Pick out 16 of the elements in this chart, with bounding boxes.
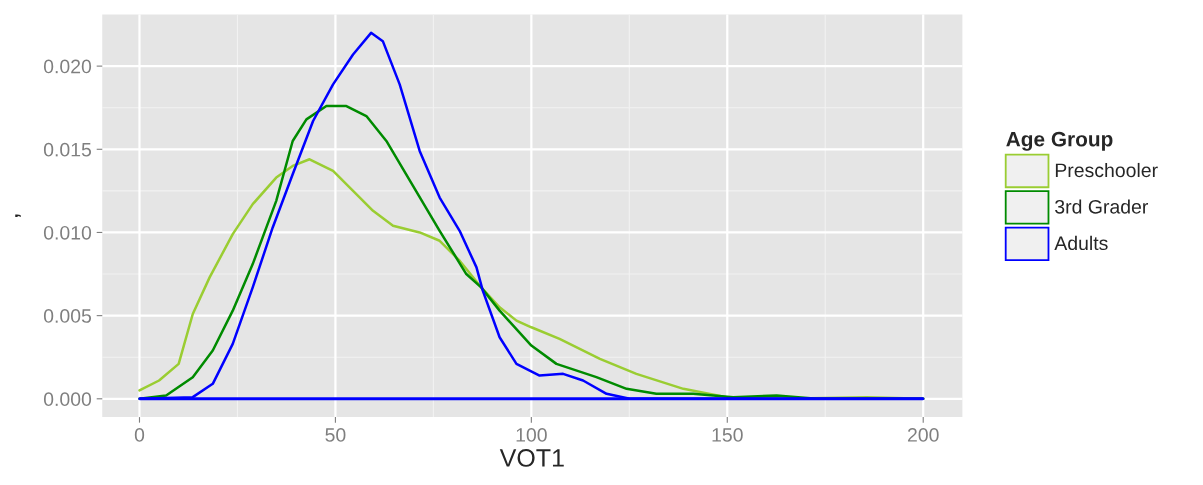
legend-label: 3rd Grader	[1055, 199, 1149, 214]
y-tick-label: 0.005	[43, 309, 92, 323]
x-axis-title: VOT1	[499, 449, 564, 467]
y-tick-label: 0.015	[43, 142, 92, 157]
legend-title: Age Group	[1006, 131, 1113, 151]
legend-label: Adults	[1054, 235, 1108, 251]
y-tick-label: 0.010	[43, 225, 92, 240]
legend-label: Preschooler	[1055, 162, 1158, 178]
x-tick-label: 150	[712, 428, 743, 442]
y-tick-label: 0.020	[43, 59, 92, 74]
y-tick-label: 0.000	[43, 392, 92, 407]
x-tick-label: 200	[907, 428, 939, 442]
x-tick-label: 100	[516, 428, 547, 442]
x-tick-label: 0	[134, 428, 145, 442]
y-axis-title: ’	[15, 214, 21, 218]
x-tick-label: 50	[325, 428, 346, 442]
